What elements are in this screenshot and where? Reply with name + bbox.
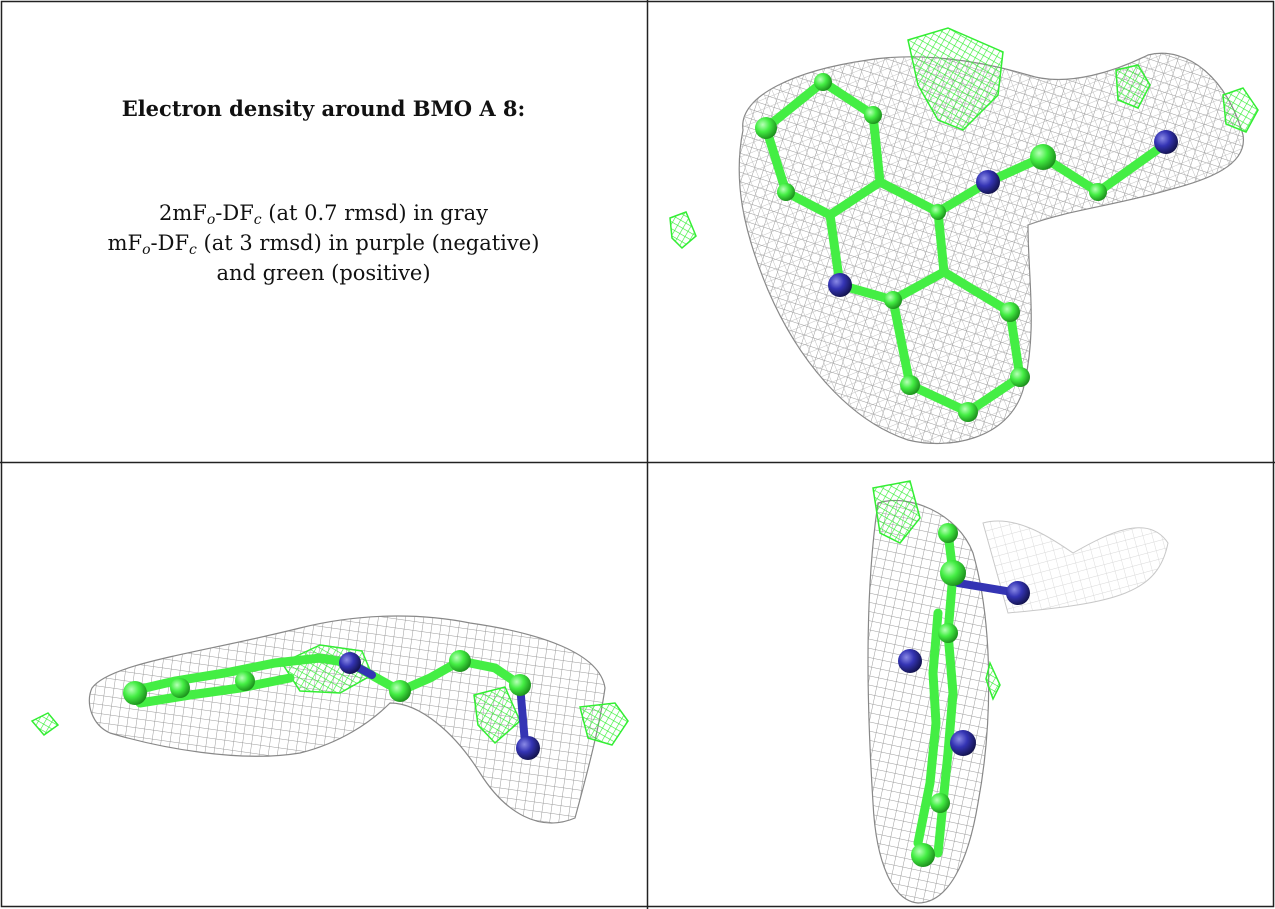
density-view-edge bbox=[648, 463, 1275, 909]
side-view-render bbox=[30, 615, 629, 824]
ligand-model bbox=[755, 73, 1178, 422]
edge-view-render bbox=[867, 480, 1169, 904]
2fofc-mesh bbox=[88, 615, 606, 824]
figure-title: Electron density around BMO A 8: bbox=[121, 96, 526, 121]
2fofc-mesh bbox=[867, 499, 1169, 904]
density-view-front bbox=[648, 0, 1275, 462]
figure-caption: 2mFo-DFc (at 0.7 rmsd) in gray mFo-DFc (… bbox=[0, 198, 647, 288]
front-view-render bbox=[669, 27, 1259, 445]
positive-difference-blobs bbox=[669, 27, 1259, 250]
positive-difference-blobs bbox=[872, 480, 1001, 701]
caption-line-fofc: mFo-DFc (at 3 rmsd) in purple (negative) bbox=[107, 231, 540, 258]
density-view-side bbox=[0, 463, 647, 909]
ligand-model bbox=[898, 523, 1030, 867]
caption-line-positive: and green (positive) bbox=[216, 261, 431, 285]
legend-cell: Electron density around BMO A 8: 2mFo-DF… bbox=[0, 0, 647, 462]
caption-line-2fofc: 2mFo-DFc (at 0.7 rmsd) in gray bbox=[158, 201, 489, 228]
2fofc-mesh bbox=[738, 52, 1244, 445]
ligand-model bbox=[123, 650, 540, 760]
